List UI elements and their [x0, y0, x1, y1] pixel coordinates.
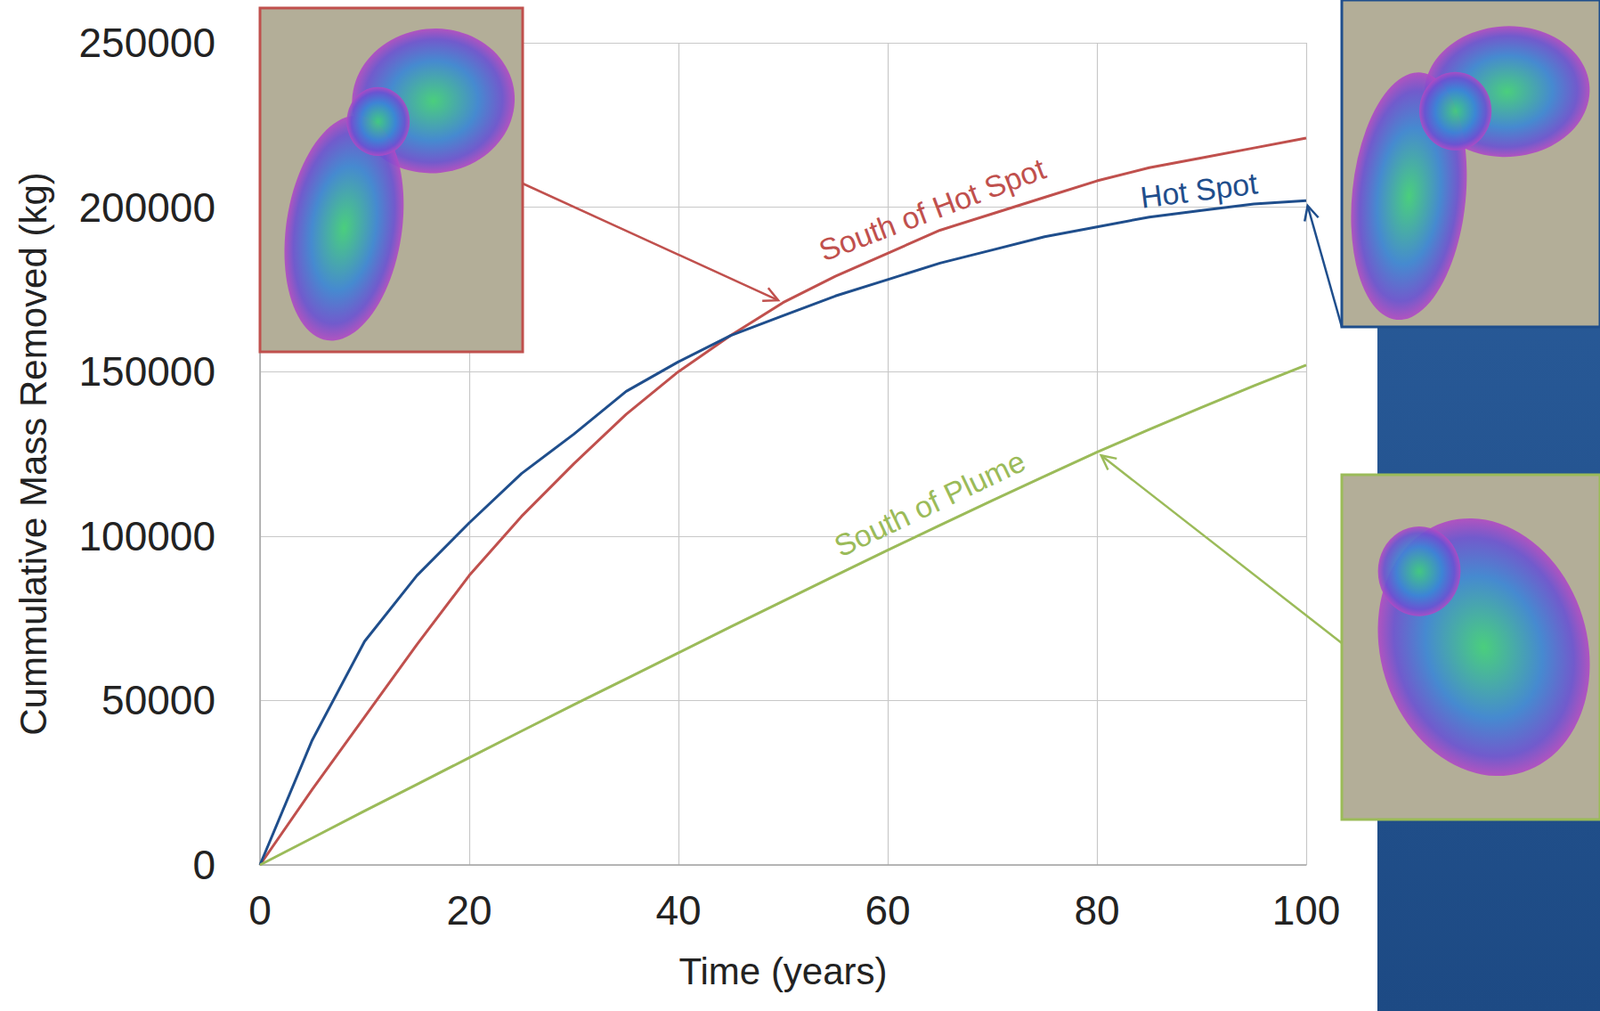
svg-text:Cummulative Mass Removed (kg): Cummulative Mass Removed (kg)	[12, 171, 55, 736]
svg-text:South of Hot Spot: South of Hot Spot	[814, 151, 1051, 268]
svg-text:Hot Spot: Hot Spot	[1138, 165, 1261, 214]
svg-text:100000: 100000	[79, 512, 217, 560]
svg-text:0: 0	[192, 841, 216, 888]
svg-text:50000: 50000	[101, 676, 216, 723]
svg-text:20: 20	[446, 886, 492, 934]
svg-text:200000: 200000	[79, 184, 217, 231]
svg-text:150000: 150000	[79, 348, 217, 395]
svg-text:80: 80	[1073, 886, 1120, 934]
svg-text:60: 60	[864, 886, 910, 934]
svg-text:0: 0	[248, 886, 272, 934]
svg-text:250000: 250000	[79, 19, 217, 66]
svg-text:100: 100	[1272, 886, 1341, 934]
svg-text:40: 40	[655, 886, 701, 934]
svg-text:South of Plume: South of Plume	[828, 443, 1031, 563]
svg-text:Time (years): Time (years)	[678, 950, 887, 992]
